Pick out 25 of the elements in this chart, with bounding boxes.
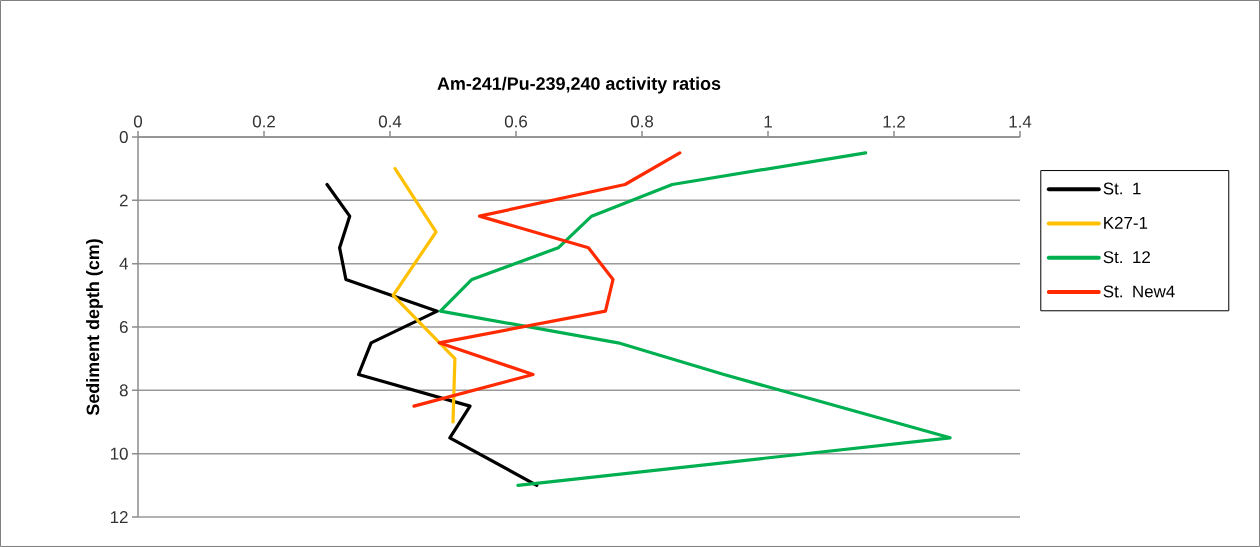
y-tick-label: 12 — [110, 511, 128, 523]
y-tick-label: 0 — [119, 130, 128, 143]
x-tick-label: 1 — [764, 115, 772, 128]
x-tick-label: 0.2 — [252, 115, 275, 128]
x-tick-label: 0.8 — [630, 115, 654, 128]
x-tick-label: 1.2 — [883, 115, 905, 128]
x-tick-label: 1.4 — [1009, 115, 1032, 128]
y-tick-label: 6 — [119, 320, 128, 333]
line-series — [391, 167, 457, 424]
x-tick-label: 0.4 — [378, 115, 402, 128]
y-tick-label: 8 — [119, 384, 128, 397]
chart-title: Am-241/Pu-239,240 activity ratios — [437, 76, 721, 94]
y-tick-label: 10 — [110, 447, 128, 460]
x-tick-label: 0.6 — [504, 115, 528, 128]
y-axis-title: Sediment depth (cm) — [86, 239, 103, 416]
legend-label: St. New4 — [1103, 285, 1175, 298]
legend-label: St. 12 — [1103, 251, 1150, 264]
y-tick-label: 4 — [119, 257, 128, 270]
x-tick-label: 0 — [133, 115, 143, 128]
line-series — [325, 182, 539, 487]
legend-label: St. 1 — [1103, 182, 1141, 195]
legend-label: K27-1 — [1104, 216, 1148, 229]
line-series — [438, 151, 952, 487]
line-series — [412, 151, 682, 408]
y-tick-label: 2 — [119, 194, 128, 207]
